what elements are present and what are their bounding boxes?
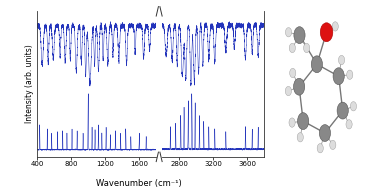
Circle shape	[319, 125, 331, 142]
Circle shape	[290, 68, 296, 78]
Circle shape	[330, 140, 336, 149]
Circle shape	[289, 43, 295, 53]
Circle shape	[285, 28, 292, 37]
Circle shape	[332, 22, 338, 31]
Circle shape	[303, 43, 310, 53]
Circle shape	[333, 68, 344, 85]
Circle shape	[311, 56, 322, 73]
Circle shape	[285, 86, 292, 96]
Circle shape	[298, 113, 309, 129]
Circle shape	[337, 102, 348, 119]
Circle shape	[338, 55, 345, 65]
Circle shape	[293, 78, 305, 95]
Circle shape	[297, 133, 303, 142]
Circle shape	[347, 70, 353, 79]
Text: Wavenumber (cm⁻¹): Wavenumber (cm⁻¹)	[96, 179, 182, 188]
Circle shape	[317, 144, 324, 153]
Circle shape	[350, 102, 357, 111]
Circle shape	[289, 118, 295, 127]
Circle shape	[346, 120, 352, 129]
Y-axis label: Intensity (arb. units): Intensity (arb. units)	[25, 45, 35, 123]
Circle shape	[294, 27, 305, 44]
Circle shape	[320, 23, 333, 42]
